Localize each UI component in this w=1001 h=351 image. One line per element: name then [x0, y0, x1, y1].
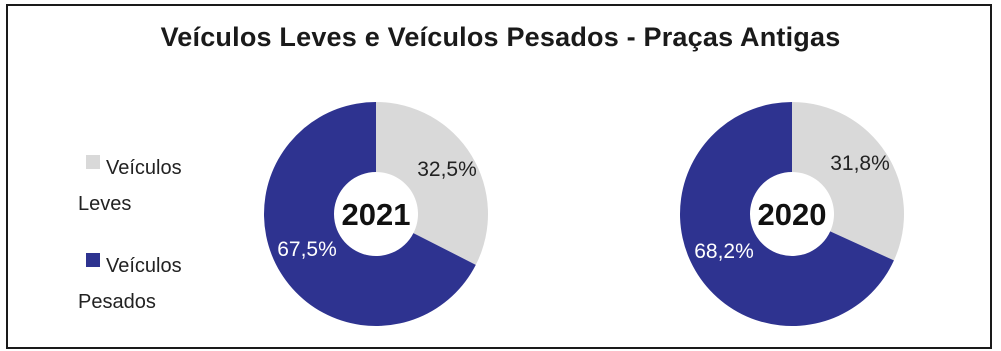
donut-2021-label-0: 32,5% — [417, 158, 477, 181]
donut-2020-label-0: 31,8% — [830, 152, 890, 175]
donut-2021-label-1: 67,5% — [277, 238, 337, 261]
legend-item-leves: Veículos Leves — [78, 150, 248, 222]
donut-2021-slice-0 — [376, 102, 488, 265]
legend-swatch-leves — [86, 155, 100, 169]
donut-2020-center-label: 2020 — [758, 197, 827, 232]
donut-2020-slice-0 — [792, 102, 905, 261]
donut-2021-slice-1 — [264, 102, 476, 326]
legend: Veículos Leves Veículos Pesados — [78, 150, 248, 346]
legend-swatch-pesados — [86, 253, 100, 267]
donut-2020-label-1: 68,2% — [694, 240, 754, 263]
donut-2020-slice-1 — [680, 102, 894, 326]
chart-title: Veículos Leves e Veículos Pesados - Praç… — [160, 22, 841, 52]
legend-label-leves: Veículos Leves — [78, 157, 182, 215]
legend-label-pesados: Veículos Pesados — [78, 255, 182, 313]
donut-2021-center-label: 2021 — [342, 197, 411, 232]
legend-item-pesados: Veículos Pesados — [78, 248, 248, 320]
